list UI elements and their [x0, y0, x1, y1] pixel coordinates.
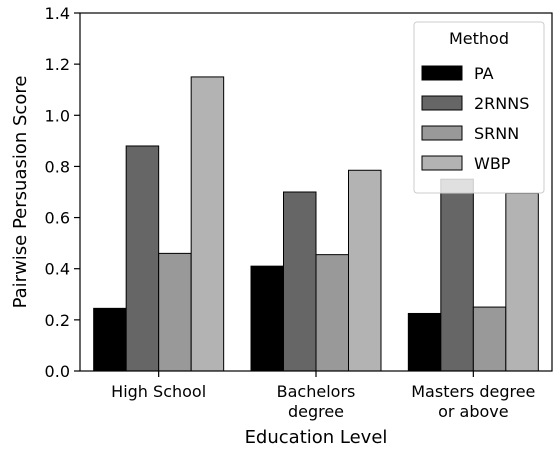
y-tick-label: 1.4 — [45, 4, 70, 23]
y-tick-label: 0.6 — [45, 209, 70, 228]
legend-title: Method — [449, 29, 509, 48]
y-tick-label: 0.0 — [45, 362, 70, 381]
bar-2rnns-0 — [125, 145, 160, 372]
bars-layer — [93, 76, 539, 372]
x-tick-label: degree — [288, 402, 344, 421]
x-tick-label: Bachelors — [277, 382, 356, 401]
bar-srnn-0 — [158, 252, 192, 372]
bar-pa-2 — [407, 312, 442, 372]
y-tick-label: 0.4 — [45, 260, 70, 279]
x-axis-label: Education Level — [245, 427, 388, 448]
y-tick-label: 1.2 — [45, 55, 70, 74]
legend-swatch-wbp — [421, 155, 463, 171]
x-tick-label: High School — [111, 382, 206, 401]
y-tick-label: 1.0 — [45, 106, 70, 125]
bar-2rnns-2 — [440, 178, 474, 372]
legend: Method PA 2RNNS SRNN WBP — [413, 21, 545, 194]
legend-swatch-srnn — [421, 125, 463, 141]
bar-pa-0 — [93, 307, 127, 372]
x-tick-label: Masters degree — [411, 382, 535, 401]
axes-layer: 0.0 0.2 0.4 0.6 0.8 1.0 1.2 1.4 High School Bache… — [45, 4, 553, 421]
legend-swatch-pa — [421, 65, 463, 81]
y-tick-label: 0.2 — [45, 311, 70, 330]
bar-pa-1 — [250, 265, 284, 372]
bar-srnn-1 — [315, 254, 349, 372]
bar-srnn-2 — [472, 306, 507, 372]
y-tick-label: 0.8 — [45, 157, 70, 176]
legend-label-pa: PA — [474, 64, 494, 83]
bar-wbp-1 — [348, 169, 382, 372]
y-axis-label: Pairwise Persuasion Score — [10, 76, 31, 309]
bar-wbp-0 — [190, 76, 225, 372]
legend-frame — [413, 21, 545, 194]
bar-2rnns-1 — [283, 191, 317, 372]
legend-label-wbp: WBP — [474, 154, 511, 173]
x-tick-label: or above — [438, 402, 509, 421]
legend-label-2rnns: 2RNNS — [474, 94, 529, 113]
legend-swatch-2rnns — [421, 95, 463, 111]
legend-label-srnn: SRNN — [474, 124, 519, 143]
bar-wbp-2 — [505, 192, 539, 372]
